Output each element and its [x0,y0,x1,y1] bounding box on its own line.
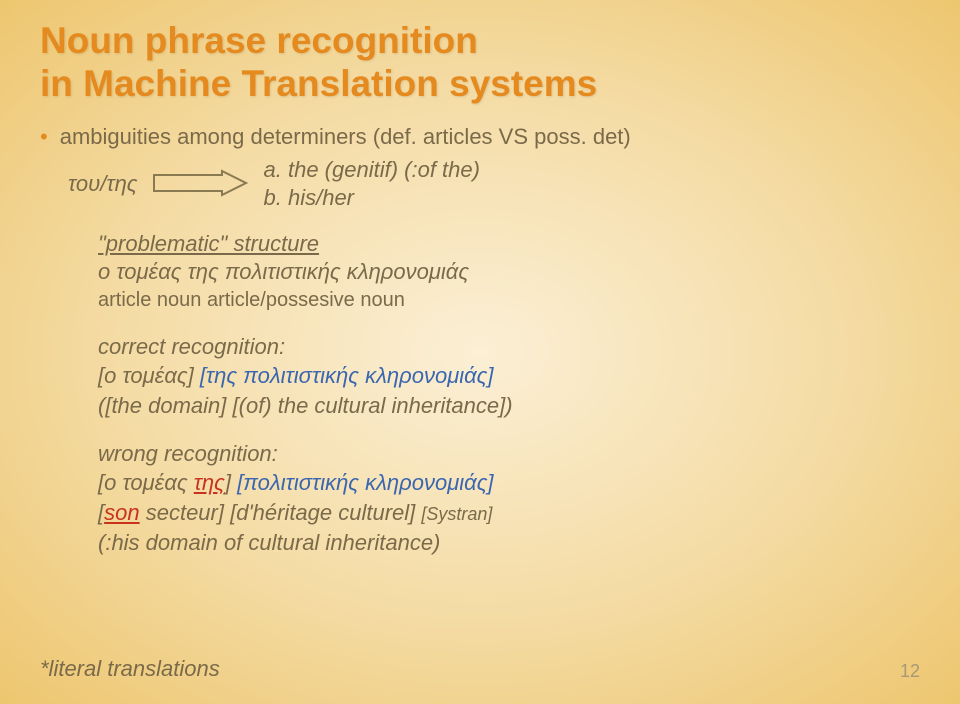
correct-line-2: ([the domain] [(of) the cultural inherit… [98,391,920,421]
title-line-1: Noun phrase recognition [40,20,478,61]
problematic-gloss: article noun article/possesive noun [98,287,920,314]
wrong-line-1: [ο τομέας της] [πολιτιστικής κληρονομιάς… [98,468,920,498]
footer: *literal translations 12 [40,656,920,682]
wrong-l2-b: son [104,500,139,525]
bullet-row: • ambiguities among determiners (def. ar… [40,123,920,152]
option-column: a. the (genitif) (:of the) b. his/her [264,156,480,213]
correct-gr-a: [ο τομέας] [98,363,200,388]
correct-heading: correct recognition: [98,332,920,362]
footer-note: *literal translations [40,656,220,682]
wrong-l1-d: [πολιτιστικής κληρονομιάς] [237,470,493,495]
option-a: a. the (genitif) (:of the) [264,157,480,182]
wrong-line-3: (:his domain of cultural inheritance) [98,528,920,558]
slide: Noun phrase recognition in Machine Trans… [0,0,960,704]
wrong-l1-b: της [194,470,225,495]
problematic-greek: ο τομέας της πολιτιστικής κληρονομιάς [98,257,920,287]
wrong-l2-c: secteur] [d'héritage culturel] [140,500,422,525]
problematic-section: "problematic" structure ο τομέας της πολ… [98,231,920,314]
correct-line-1: [ο τομέας] [της πολιτιστικής κληρονομιάς… [98,361,920,391]
title-line-2: in Machine Translation systems [40,63,597,104]
bullet-text: ambiguities among determiners (def. arti… [60,123,631,152]
wrong-heading: wrong recognition: [98,439,920,469]
bullet-icon: • [40,123,48,152]
correct-section: correct recognition: [ο τομέας] [της πολ… [98,332,920,421]
wrong-line-2: [son secteur] [d'héritage culturel] [Sys… [98,498,920,528]
page-number: 12 [900,661,920,682]
problematic-heading: "problematic" structure [98,231,920,257]
greek-determiner: του/της [68,171,138,197]
wrong-section: wrong recognition: [ο τομέας της] [πολιτ… [98,439,920,558]
wrong-l2-systran: [Systran] [421,504,492,524]
determiner-row: του/της a. the (genitif) (:of the) b. hi… [68,156,920,213]
correct-gr-b: [της πολιτιστικής κληρονομιάς] [200,363,494,388]
option-b: b. his/her [264,185,355,210]
slide-title: Noun phrase recognition in Machine Trans… [40,20,920,105]
wrong-l1-c: ] [225,470,237,495]
arrow-icon [152,169,248,197]
wrong-l1-a: [ο τομέας [98,470,194,495]
